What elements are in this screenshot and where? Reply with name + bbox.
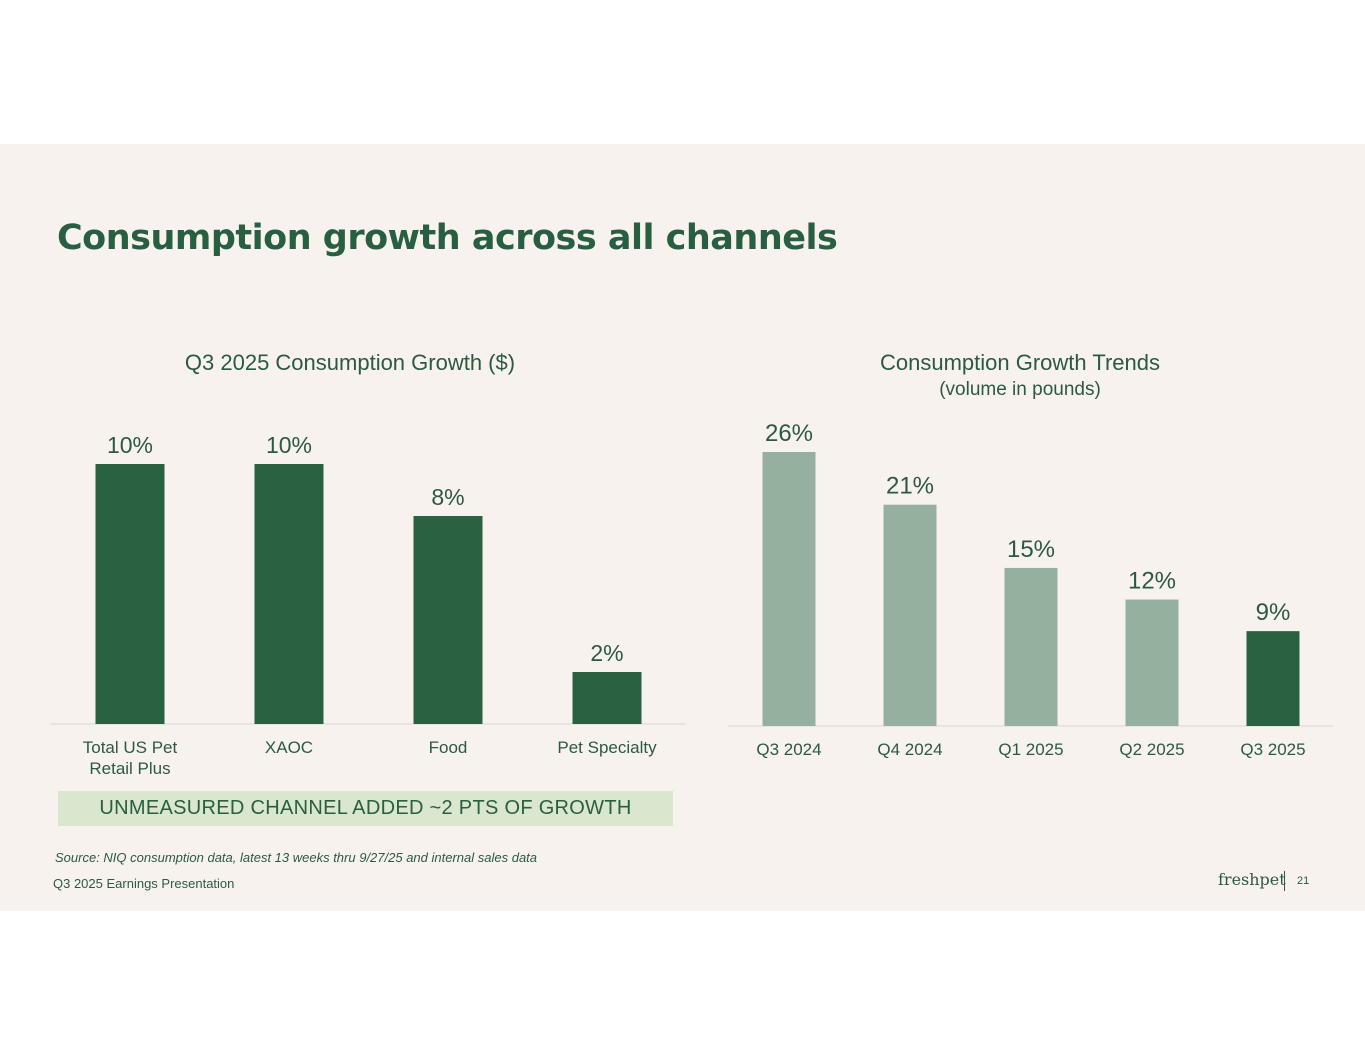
logo-divider [1284,871,1285,891]
slide: Consumption growth across all channels Q… [0,144,1365,911]
chart-0-category-label-1: XAOC [265,738,313,757]
chart-0-value-label-2: 8% [431,484,464,510]
chart-0-value-label-0: 10% [107,432,153,458]
chart-0-bar-0 [95,464,165,724]
right-bar-chart: 26% Q3 2024 21% Q4 2024 15% Q1 2025 12% Q2 2025… [728,420,1333,759]
chart-1-value-label-3: 12% [1128,568,1176,595]
freshpet-logo: freshpet [1218,870,1286,889]
left-chart-title: Q3 2025 Consumption Growth ($) [184,350,516,375]
footer-presentation-name: Q3 2025 Earnings Presentation [53,876,235,891]
page-number: 21 [1297,875,1310,887]
chart-1-bar-3 [1125,599,1179,726]
chart-0-bar-3 [572,672,642,724]
chart-1-bar-0 [762,452,816,726]
chart-1-bar-4 [1246,631,1300,726]
chart-0-value-label-1: 10% [266,432,312,458]
chart-1-bar-2 [1004,567,1058,726]
chart-1-category-label-1: Q4 2024 [877,740,942,759]
chart-1-category-label-3: Q2 2025 [1119,740,1184,759]
chart-0-category-label-2: Food [429,738,468,757]
chart-1-value-label-1: 21% [886,473,934,500]
right-chart-subtitle: (volume in pounds) [939,379,1101,400]
left-bar-chart: 10% Total US Pet Retail Plus 10% XAOC 8% Food 2… [50,432,686,778]
chart-0-category-label-3: Pet Specialty [557,738,657,757]
chart-0-bar-2 [413,516,483,724]
chart-1-value-label-0: 26% [765,420,813,447]
unmeasured-channel-callout: UNMEASURED CHANNEL ADDED ~2 PTS OF GROWT… [58,791,673,826]
chart-1-category-label-2: Q1 2025 [998,740,1063,759]
chart-1-category-label-4: Q3 2025 [1240,740,1305,759]
chart-1-value-label-2: 15% [1007,536,1055,563]
chart-1-value-label-4: 9% [1256,599,1291,626]
chart-1-bar-1 [883,504,937,726]
chart-1-category-label-0: Q3 2024 [756,740,821,759]
source-note: Source: NIQ consumption data, latest 13 … [55,850,538,865]
right-chart-title: Consumption Growth Trends [879,350,1161,375]
chart-0-category-label-0: Total US Pet Retail Plus [83,738,178,778]
slide-title: Consumption growth across all channels [57,218,838,258]
chart-0-bar-1 [254,464,324,724]
chart-0-value-label-3: 2% [590,640,623,666]
